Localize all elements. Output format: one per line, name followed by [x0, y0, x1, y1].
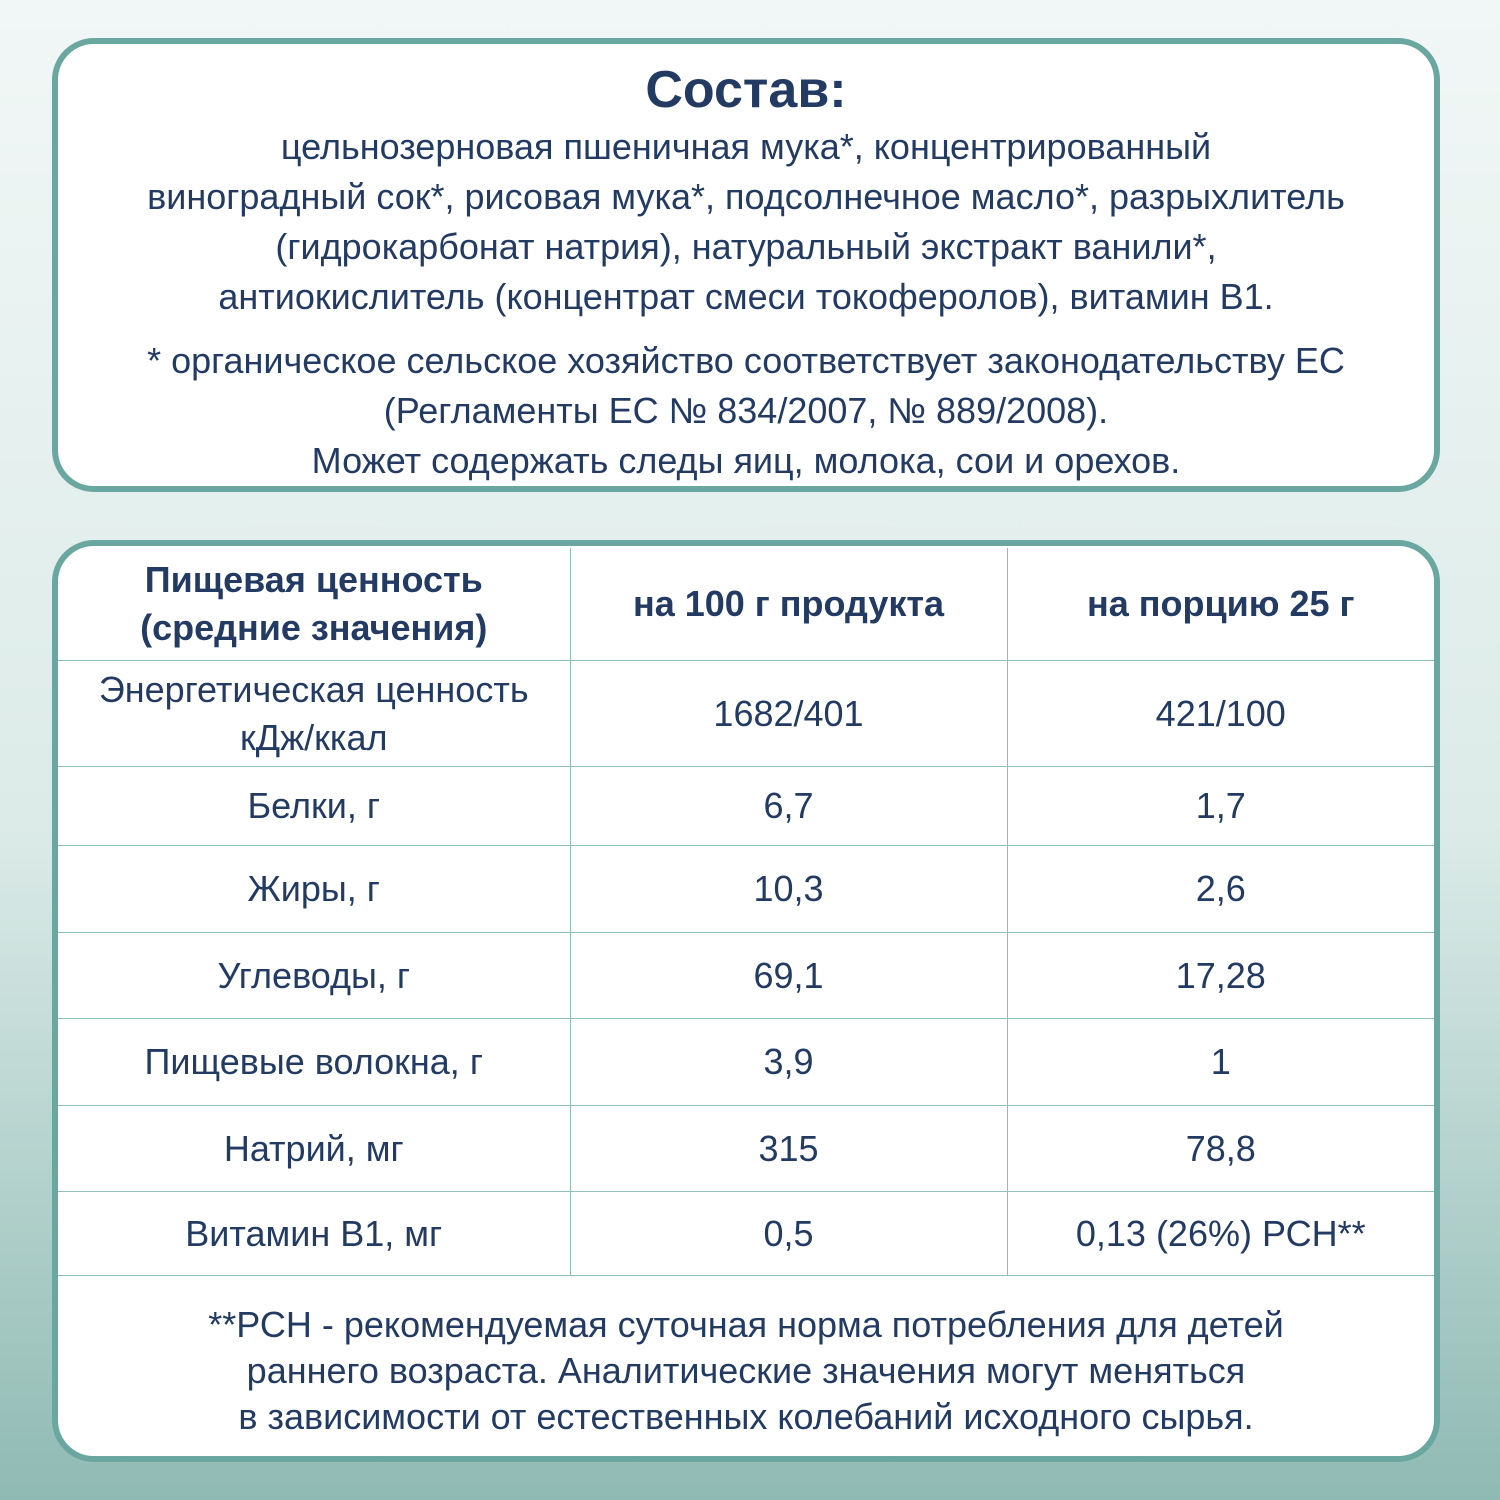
value-cell: 0,5	[569, 1191, 1008, 1276]
cell-text: Энергетическая ценность	[98, 668, 529, 710]
footnote-line: (Регламенты ЕС № 834/2007, № 889/2008).	[383, 390, 1109, 431]
value-cell: 3,9	[569, 1018, 1008, 1106]
table-row: Жиры, г 10,3 2,6	[58, 845, 1434, 933]
value-cell: 1,7	[1006, 766, 1434, 846]
cell-text: Углеводы, г	[217, 954, 411, 996]
value-cell: 10,3	[569, 845, 1008, 933]
header-cell: Пищевая ценность (средние значения)	[58, 548, 571, 661]
nutrition-card: Пищевая ценность (средние значения) на 100…	[52, 540, 1440, 1462]
header-row: Пищевая ценность (средние значения) на 100…	[58, 548, 1434, 661]
value-cell: 0,13 (26%) РСН**	[1006, 1191, 1434, 1276]
label-cell: Белки, г	[58, 766, 571, 846]
composition-title: Состав:	[645, 61, 847, 119]
composition-footnote: * органическое сельское хозяйство соотве…	[58, 336, 1434, 486]
cell-text: кДж/ккал	[239, 716, 388, 758]
footnote-line: **РСН - рекомендуемая суточная норма пот…	[208, 1304, 1284, 1345]
ingredient-line: антиокислитель (концентрат смеси токофер…	[218, 276, 1274, 317]
value-cell: 1	[1006, 1018, 1434, 1106]
header-cell: на порцию 25 г	[1006, 548, 1434, 661]
cell-text: на порцию 25 г	[1086, 583, 1355, 624]
ingredient-line: виноградный сок*, рисовая мука*, подсолн…	[147, 176, 1345, 217]
cell-text: Натрий, мг	[223, 1127, 404, 1169]
value-cell: 6,7	[569, 766, 1008, 846]
value-cell: 421/100	[1006, 660, 1434, 767]
header-cell: на 100 г продукта	[569, 548, 1008, 661]
table-row: Натрий, мг 315 78,8	[58, 1105, 1434, 1192]
table-row: Пищевые волокна, г 3,9 1	[58, 1018, 1434, 1106]
composition-text: цельнозерновая пшеничная мука*, концентр…	[58, 122, 1434, 322]
cell-text: Пищевые волокна, г	[144, 1041, 483, 1082]
footnote-line: Может содержать следы яиц, молока, сои и…	[311, 440, 1181, 481]
value-cell: 69,1	[569, 932, 1008, 1019]
value-cell: 78,8	[1006, 1105, 1434, 1192]
composition-card: Состав: цельнозерновая пшеничная мука*, …	[52, 38, 1440, 492]
cell-text: на 100 г продукта	[632, 583, 945, 624]
value-cell: 315	[569, 1105, 1008, 1192]
cell-text: Жиры, г	[247, 868, 380, 909]
spacer	[58, 322, 1434, 336]
label-cell: Углеводы, г	[58, 932, 571, 1019]
ingredient-line: (гидрокарбонат натрия), натуральный экст…	[275, 226, 1217, 267]
cell-text: Пищевая ценность	[144, 559, 483, 600]
nutrition-footnote: **РСН - рекомендуемая суточная норма пот…	[58, 1302, 1434, 1440]
cell-text: (средние значения)	[140, 607, 488, 648]
cell-text: Витамин В1, мг	[185, 1212, 443, 1254]
table-row: Белки, г 6,7 1,7	[58, 766, 1434, 846]
label-cell: Витамин В1, мг	[58, 1191, 571, 1276]
value-cell: 17,28	[1006, 932, 1434, 1019]
label-cell: Энергетическая ценность кДж/ккал	[58, 660, 571, 767]
table-row: Витамин В1, мг 0,5 0,13 (26%) РСН**	[58, 1191, 1434, 1276]
nutrition-table: Пищевая ценность (средние значения) на 100…	[58, 548, 1434, 1276]
footnote-line: * органическое сельское хозяйство соотве…	[147, 340, 1345, 381]
label-cell: Пищевые волокна, г	[58, 1018, 571, 1106]
table-row: Энергетическая ценность кДж/ккал 1682/401 4…	[58, 660, 1434, 767]
label-cell: Натрий, мг	[58, 1105, 571, 1192]
ingredient-line: цельнозерновая пшеничная мука*, концентр…	[280, 126, 1212, 167]
label-cell: Жиры, г	[58, 845, 571, 933]
value-cell: 1682/401	[569, 660, 1008, 767]
table-body: Энергетическая ценность кДж/ккал 1682/401 4…	[58, 660, 1434, 1276]
table-row: Углеводы, г 69,1 17,28	[58, 932, 1434, 1019]
value-cell: 2,6	[1006, 845, 1434, 933]
footnote-line: раннего возраста. Аналитические значения…	[246, 1350, 1246, 1391]
table-head: Пищевая ценность (средние значения) на 100…	[58, 548, 1434, 661]
cell-text: Белки, г	[247, 785, 380, 826]
footnote-line: в зависимости от естественных колебаний …	[238, 1396, 1254, 1437]
